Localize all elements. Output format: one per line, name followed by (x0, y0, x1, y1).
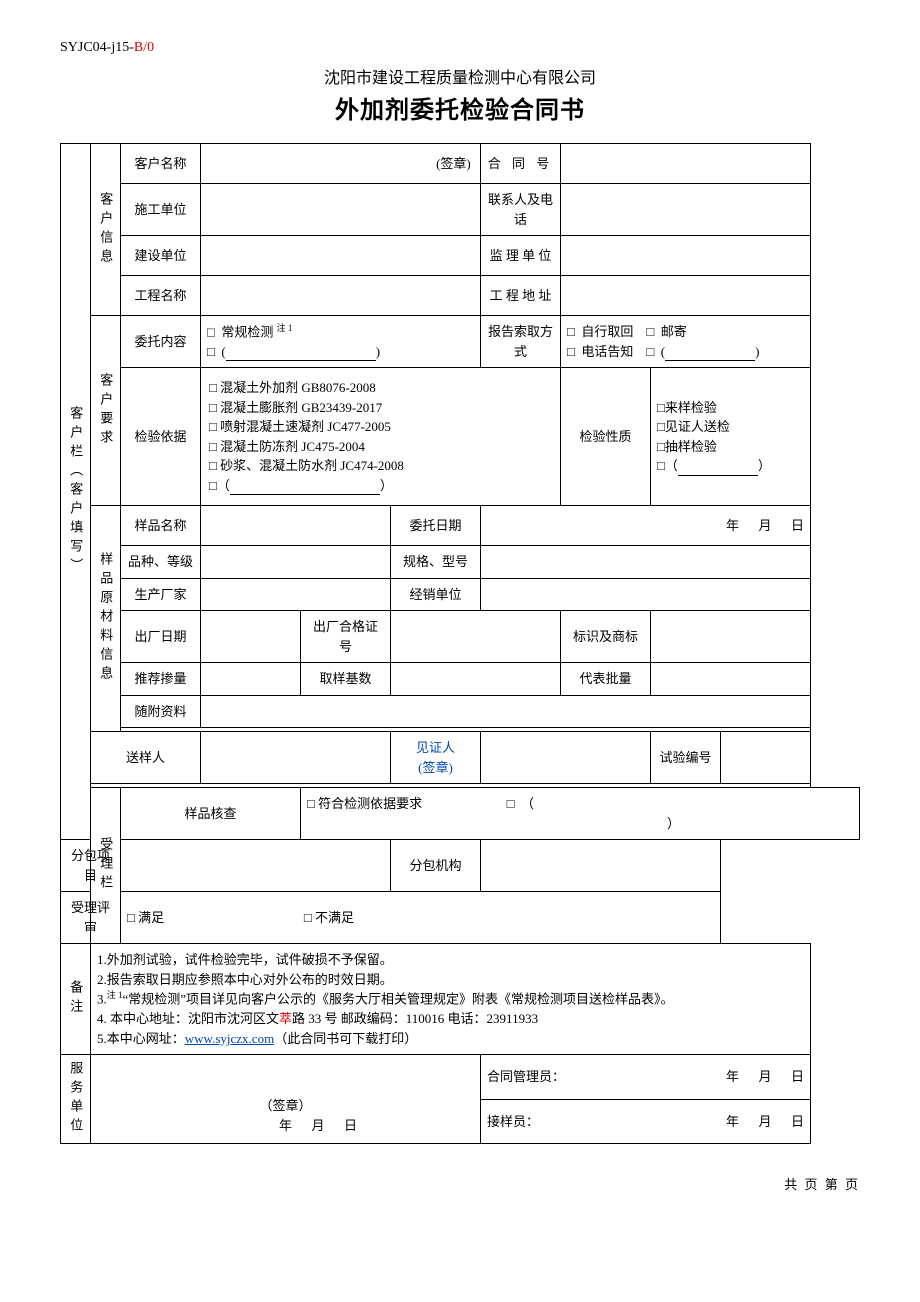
cell-rep-batch[interactable] (651, 663, 811, 696)
label-project-name: 工程名称 (121, 276, 201, 316)
label-distributor: 经销单位 (391, 578, 481, 611)
cell-mark-brand[interactable] (651, 611, 811, 663)
contract-mgr-cell[interactable]: 合同管理员： 年 月 日 (481, 1055, 811, 1100)
doc-code: SYJC04-j15-B/0 (60, 40, 860, 56)
label-sample-check: 样品核查 (121, 788, 301, 840)
section-service-col: 服务单位 (61, 1055, 91, 1144)
doc-code-suffix: B/0 (134, 40, 154, 55)
cell-project-name[interactable] (201, 276, 481, 316)
cell-contact[interactable] (561, 184, 811, 236)
label-report-retrieve: 报告索取方式 (481, 316, 561, 368)
cell-sender[interactable] (201, 732, 391, 784)
note-5: 5.本中心网址：www.syjczx.com（此合同书可下载打印） (97, 1029, 804, 1049)
label-sample-base: 取样基数 (301, 663, 391, 696)
cust-req-label: 客户要求 (91, 316, 121, 506)
note-4: 4. 本中心地址：沈阳市沈河区文萃路 33 号 邮政编码：110016 电话：2… (97, 1009, 804, 1029)
cell-construction-unit[interactable] (201, 184, 481, 236)
cell-distributor[interactable] (481, 578, 811, 611)
cell-supervisor[interactable] (561, 236, 811, 276)
label-attach: 随附资料 (121, 695, 201, 728)
cell-project-addr[interactable] (561, 276, 811, 316)
cell-sub-org[interactable] (481, 840, 721, 892)
label-customer-name: 客户名称 (121, 144, 201, 184)
label-sample-name: 样品名称 (121, 506, 201, 546)
sample-info-label: 样品原材料信息 (91, 506, 121, 732)
label-witness: 见证人 (签章) (391, 732, 481, 784)
cell-attach[interactable] (201, 695, 811, 728)
label-variety-grade: 品种、等级 (121, 546, 201, 579)
website-link[interactable]: www.syjczx.com (185, 1031, 274, 1046)
label-construction-unit: 施工单位 (121, 184, 201, 236)
label-entrust-content: 委托内容 (121, 316, 201, 368)
label-spec-model: 规格、型号 (391, 546, 481, 579)
note-1: 1.外加剂试验，试件检验完毕，试件破损不予保留。 (97, 950, 804, 970)
label-accept-review: 受理评审 (61, 892, 121, 944)
cell-accept-review[interactable]: □ 满足 □ 不满足 (121, 892, 721, 944)
section-customer-col: 客户栏（客户填写） (61, 144, 91, 840)
cell-rec-dosage[interactable] (201, 663, 301, 696)
cell-customer-name[interactable]: (签章) (201, 144, 481, 184)
service-sign-cell[interactable]: （签章） 年 月 日 (91, 1055, 481, 1144)
notes-cell: 1.外加剂试验，试件检验完毕，试件破损不予保留。 2.报告索取日期应参照本中心对… (91, 944, 811, 1055)
cell-factory-date[interactable] (201, 611, 301, 663)
cell-sample-base[interactable] (391, 663, 561, 696)
label-contract-no: 合 同 号 (481, 144, 561, 184)
cell-contract-no[interactable] (561, 144, 811, 184)
label-test-no: 试验编号 (651, 732, 721, 784)
label-supervisor: 监 理 单 位 (481, 236, 561, 276)
label-factory-cert: 出厂合格证号 (301, 611, 391, 663)
subtitle: 沈阳市建设工程质量检测中心有限公司 (60, 64, 860, 88)
cell-report-retrieve[interactable]: □ 自行取回 □ 邮寄 □ 电话告知 □ () (561, 316, 811, 368)
label-sender: 送样人 (91, 732, 201, 784)
cust-info-label: 客户信息 (91, 144, 121, 316)
label-project-addr: 工 程 地 址 (481, 276, 561, 316)
cell-witness[interactable] (481, 732, 651, 784)
doc-code-prefix: SYJC04-j15- (60, 40, 134, 55)
label-test-nature: 检验性质 (561, 368, 651, 506)
cell-variety-grade[interactable] (201, 546, 391, 579)
cell-test-nature[interactable]: □来样检验 □见证人送检 □抽样检验 □（） (651, 368, 811, 506)
label-test-basis: 检验依据 (121, 368, 201, 506)
cell-sample-check[interactable]: □ 符合检测依据要求 □ （） (301, 788, 860, 840)
cell-sample-name[interactable] (201, 506, 391, 546)
cell-factory-cert[interactable] (391, 611, 561, 663)
note-2: 2.报告索取日期应参照本中心对外公布的时效日期。 (97, 970, 804, 990)
label-mark-brand: 标识及商标 (561, 611, 651, 663)
cell-entrust-date[interactable]: 年 月 日 (481, 506, 811, 546)
label-entrust-date: 委托日期 (391, 506, 481, 546)
label-factory-date: 出厂日期 (121, 611, 201, 663)
sampler-cell[interactable]: 接样员： 年 月 日 (481, 1099, 811, 1144)
cell-sub-item[interactable] (121, 840, 391, 892)
label-manufacturer: 生产厂家 (121, 578, 201, 611)
cell-manufacturer[interactable] (201, 578, 391, 611)
cell-spec-model[interactable] (481, 546, 811, 579)
form-table: 客户栏（客户填写） 客户信息 客户名称 (签章) 合 同 号 施工单位 联系人及… (60, 143, 860, 1144)
section-notes-col: 备注 (61, 944, 91, 1055)
note-3: 3.注 1“常规检测”项目详见向客户公示的《服务大厅相关管理规定》附表《常规检测… (97, 989, 804, 1009)
page-footer: 共 页 第 页 (60, 1174, 860, 1193)
cell-entrust-content[interactable]: □ 常规检测 注 1 □ () (201, 316, 481, 368)
cell-test-basis[interactable]: □ 混凝土外加剂 GB8076-2008 □ 混凝土膨胀剂 GB23439-20… (201, 368, 561, 506)
cell-test-no[interactable] (721, 732, 811, 784)
main-title: 外加剂委托检验合同书 (60, 90, 860, 125)
cell-build-unit[interactable] (201, 236, 481, 276)
label-sub-org: 分包机构 (391, 840, 481, 892)
label-rep-batch: 代表批量 (561, 663, 651, 696)
label-build-unit: 建设单位 (121, 236, 201, 276)
label-contact: 联系人及电话 (481, 184, 561, 236)
label-rec-dosage: 推荐掺量 (121, 663, 201, 696)
